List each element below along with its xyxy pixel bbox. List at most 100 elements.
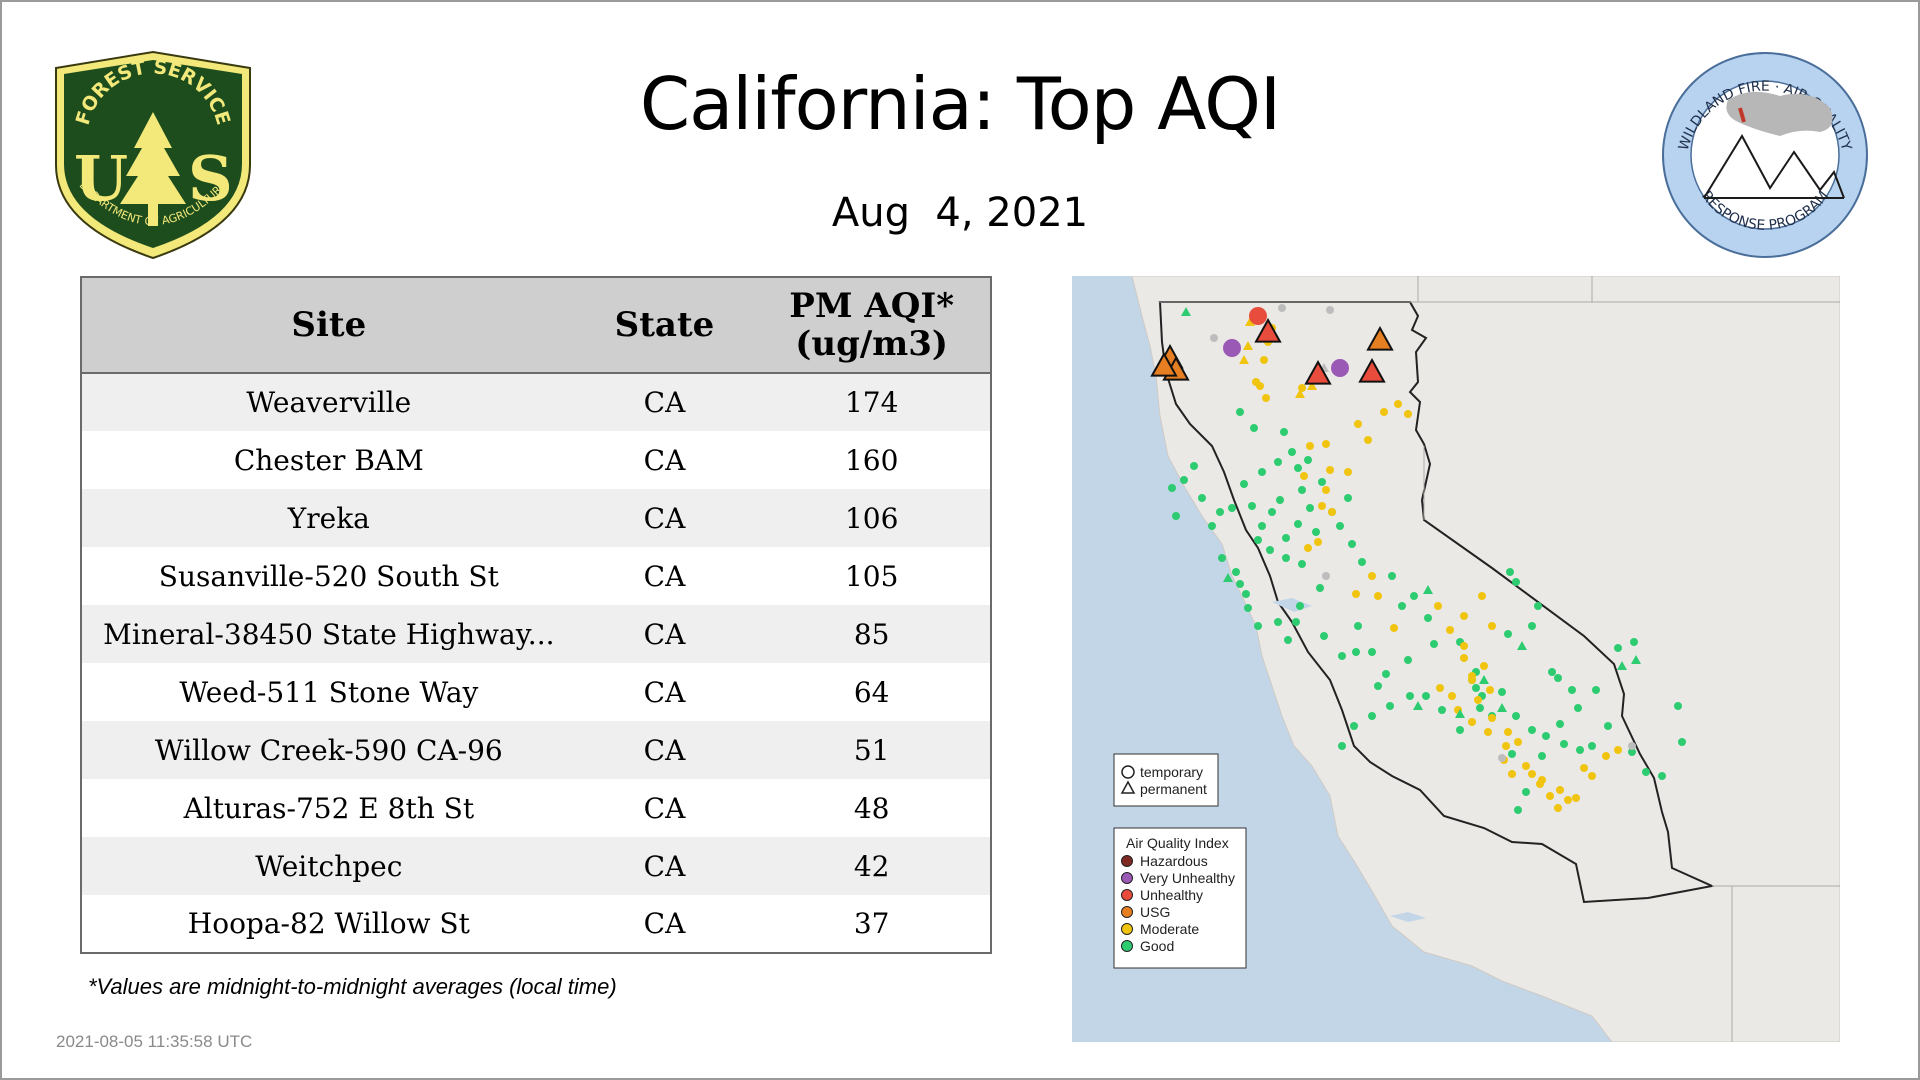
monitor-marker xyxy=(1254,317,1282,343)
monitor-marker xyxy=(1460,642,1468,650)
monitor-marker xyxy=(1404,656,1412,664)
monitor-marker xyxy=(1150,351,1178,377)
monitor-marker xyxy=(1476,704,1484,712)
aqi-cell: 106 xyxy=(753,489,991,547)
header-state: State xyxy=(575,277,754,374)
monitor-marker xyxy=(1328,508,1336,516)
legend-swatch-icon xyxy=(1121,906,1133,918)
monitor-marker xyxy=(1560,740,1568,748)
footnote: *Values are midnight-to-midnight average… xyxy=(88,974,617,999)
monitor-marker xyxy=(1364,436,1372,444)
monitor-marker xyxy=(1514,806,1522,814)
monitor-marker xyxy=(1564,796,1572,804)
monitor-marker xyxy=(1588,742,1596,750)
legend-swatch-icon xyxy=(1121,940,1133,952)
land-area xyxy=(1131,276,1840,1042)
monitor-marker xyxy=(1300,472,1308,480)
monitor-marker xyxy=(1223,339,1241,357)
site-cell: Willow Creek-590 CA-96 xyxy=(81,721,576,779)
state-cell: CA xyxy=(575,721,754,779)
monitor-marker xyxy=(1502,742,1510,750)
monitor-marker xyxy=(1508,750,1516,758)
table-row: Hoopa-82 Willow St CA 37 xyxy=(81,895,991,953)
monitor-marker xyxy=(1318,478,1326,486)
monitor-marker xyxy=(1486,686,1494,694)
monitor-marker xyxy=(1658,772,1666,780)
monitor-marker xyxy=(1216,508,1224,516)
state-cell: CA xyxy=(575,373,754,431)
monitor-marker xyxy=(1554,804,1562,812)
monitor-marker xyxy=(1456,726,1464,734)
table-header-row: Site State PM AQI* (ug/m3) xyxy=(81,277,991,374)
monitor-marker xyxy=(1568,686,1576,694)
shape-legend: temporary permanent xyxy=(1113,753,1219,807)
aqi-cell: 174 xyxy=(753,373,991,431)
state-cell: CA xyxy=(575,605,754,663)
monitor-marker xyxy=(1249,307,1267,325)
monitor-marker xyxy=(1354,622,1362,630)
monitor-marker xyxy=(1172,512,1180,520)
table-row: Willow Creek-590 CA-96 CA 51 xyxy=(81,721,991,779)
monitor-marker xyxy=(1436,684,1444,692)
aqi-legend-title: Air Quality Index xyxy=(1126,835,1229,851)
monitor-marker xyxy=(1258,522,1266,530)
monitor-marker xyxy=(1517,641,1527,650)
monitor-marker xyxy=(1352,590,1360,598)
monitor-marker xyxy=(1294,464,1302,472)
monitor-marker xyxy=(1628,742,1636,750)
aqi-cell: 51 xyxy=(753,721,991,779)
aqi-cell: 42 xyxy=(753,837,991,895)
monitor-marker xyxy=(1460,654,1468,662)
aqi-markers xyxy=(1150,304,1686,814)
monitor-marker xyxy=(1554,674,1562,682)
monitor-marker xyxy=(1240,480,1248,488)
state-cell: CA xyxy=(575,837,754,895)
monitor-marker xyxy=(1488,622,1496,630)
monitor-marker xyxy=(1294,520,1302,528)
monitor-marker xyxy=(1322,440,1330,448)
report-date: Aug 4, 2021 xyxy=(831,190,1089,236)
header-aqi-line2: (ug/m3) xyxy=(795,324,949,364)
monitor-marker xyxy=(1538,752,1546,760)
monitor-marker xyxy=(1268,508,1276,516)
state-cell: CA xyxy=(575,663,754,721)
monitor-marker xyxy=(1254,622,1262,630)
monitor-marker xyxy=(1322,572,1330,580)
monitor-marker xyxy=(1248,502,1256,510)
monitor-marker xyxy=(1472,684,1480,692)
monitor-marker xyxy=(1388,572,1396,580)
aqi-cell: 64 xyxy=(753,663,991,721)
aqi-cell: 105 xyxy=(753,547,991,605)
california-aqi-map: temporary permanent Air Quality Index Ha… xyxy=(1072,276,1840,1042)
monitor-marker xyxy=(1366,325,1394,351)
monitor-marker xyxy=(1434,602,1442,610)
monitor-marker xyxy=(1468,672,1476,680)
monitor-marker xyxy=(1250,424,1258,432)
site-cell: Alturas-752 E 8th St xyxy=(81,779,576,837)
monitor-marker xyxy=(1628,748,1636,756)
site-cell: Yreka xyxy=(81,489,576,547)
legend-category-label: Unhealthy xyxy=(1140,887,1203,903)
legend-permanent: permanent xyxy=(1140,781,1207,797)
monitor-marker xyxy=(1274,458,1282,466)
monitor-marker xyxy=(1480,662,1488,670)
monitor-marker xyxy=(1538,776,1546,784)
legend-swatch-icon xyxy=(1121,889,1133,901)
monitor-marker xyxy=(1455,709,1465,718)
monitor-marker xyxy=(1306,504,1314,512)
monitor-marker xyxy=(1604,722,1612,730)
monitor-marker xyxy=(1398,602,1406,610)
monitor-marker xyxy=(1282,554,1290,562)
monitor-marker xyxy=(1422,692,1430,700)
monitor-marker xyxy=(1344,494,1352,502)
california-outline xyxy=(1158,301,1716,904)
monitor-marker xyxy=(1228,504,1236,512)
monitor-marker xyxy=(1498,754,1506,762)
table-row: Mineral-38450 State Highway... CA 85 xyxy=(81,605,991,663)
monitor-marker xyxy=(1307,381,1317,390)
monitor-marker xyxy=(1326,306,1334,314)
monitor-marker xyxy=(1446,626,1454,634)
monitor-marker xyxy=(1348,540,1356,548)
